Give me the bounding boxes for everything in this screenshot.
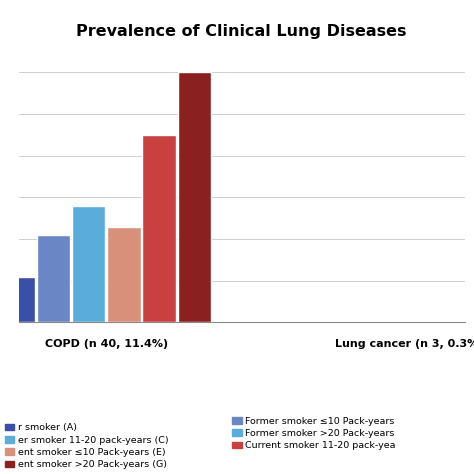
Bar — [1, 276, 35, 322]
Bar — [107, 227, 141, 322]
Bar — [72, 206, 105, 322]
Text: COPD (n 40, 11.4%): COPD (n 40, 11.4%) — [45, 339, 168, 349]
Title: Prevalence of Clinical Lung Diseases: Prevalence of Clinical Lung Diseases — [76, 24, 407, 39]
Legend: r smoker (A), er smoker 11-20 pack-years (C), ent smoker ≤10 Pack-years (E), ent: r smoker (A), er smoker 11-20 pack-years… — [5, 423, 169, 469]
Bar — [178, 73, 211, 322]
Bar — [142, 135, 176, 322]
Bar — [36, 235, 70, 322]
Text: Lung cancer (n 3, 0.3%): Lung cancer (n 3, 0.3%) — [335, 339, 474, 349]
Legend: Former smoker ≤10 Pack-years, Former smoker >20 Pack-years, Current smoker 11-20: Former smoker ≤10 Pack-years, Former smo… — [232, 417, 396, 450]
